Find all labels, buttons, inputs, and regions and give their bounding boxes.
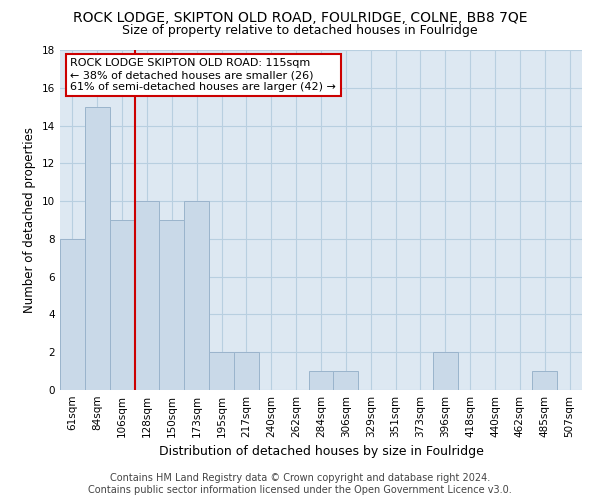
Bar: [209, 352, 234, 390]
Bar: [110, 220, 134, 390]
Bar: [532, 371, 557, 390]
Bar: [60, 239, 85, 390]
Bar: [433, 352, 458, 390]
Bar: [308, 371, 334, 390]
Bar: [334, 371, 358, 390]
Bar: [184, 201, 209, 390]
Text: Contains HM Land Registry data © Crown copyright and database right 2024.
Contai: Contains HM Land Registry data © Crown c…: [88, 474, 512, 495]
Text: ROCK LODGE, SKIPTON OLD ROAD, FOULRIDGE, COLNE, BB8 7QE: ROCK LODGE, SKIPTON OLD ROAD, FOULRIDGE,…: [73, 11, 527, 25]
Y-axis label: Number of detached properties: Number of detached properties: [23, 127, 37, 313]
Bar: [134, 201, 160, 390]
Text: Size of property relative to detached houses in Foulridge: Size of property relative to detached ho…: [122, 24, 478, 37]
Bar: [85, 106, 110, 390]
Bar: [234, 352, 259, 390]
Text: ROCK LODGE SKIPTON OLD ROAD: 115sqm
← 38% of detached houses are smaller (26)
61: ROCK LODGE SKIPTON OLD ROAD: 115sqm ← 38…: [70, 58, 337, 92]
X-axis label: Distribution of detached houses by size in Foulridge: Distribution of detached houses by size …: [158, 446, 484, 458]
Bar: [160, 220, 184, 390]
